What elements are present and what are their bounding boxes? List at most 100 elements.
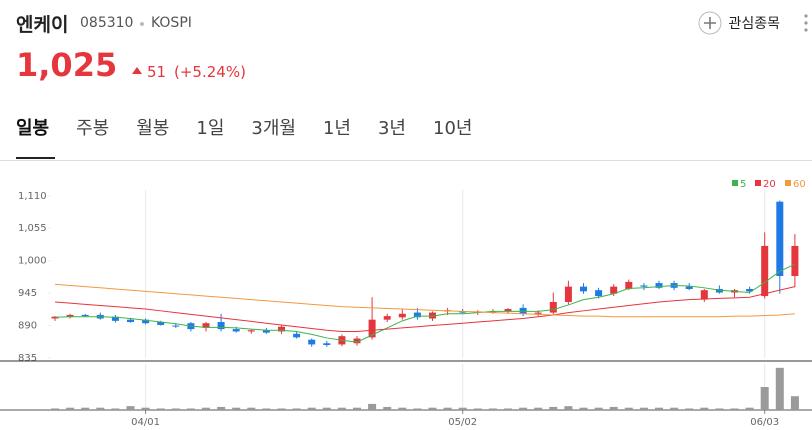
volume-bar [126,406,135,410]
volume-bar [353,407,361,410]
ma-line [54,286,796,332]
x-tick-label: 06/03 [750,417,779,428]
candle-body [142,319,150,324]
candle-body [519,307,527,314]
watch-label: 관심종목 [728,16,780,32]
market: KOSPI [151,15,192,31]
tab[interactable]: 일봉 [16,118,50,139]
y-tick-label: 890 [18,321,37,332]
candle-body [308,339,316,345]
candle-body [791,245,799,277]
volume-bar [337,407,346,410]
volume-bar [655,407,663,410]
legend-swatch [732,180,738,186]
volume-bar [247,407,256,410]
candle-body [51,316,59,319]
tab[interactable]: 주봉 [76,118,110,139]
stock-code: 085310 [80,15,134,31]
candle-body [776,201,784,277]
volume-bar [730,408,739,410]
tab[interactable]: 3개월 [251,118,296,139]
legend-label: 20 [763,179,776,190]
volume-bar [624,407,633,410]
volume-bar [670,407,679,410]
volume-bar [322,407,331,410]
volume-bar [217,406,226,410]
candle-body [398,313,406,318]
volume-bar [96,407,105,410]
volume-bar [760,387,769,410]
change: 51 [147,63,167,81]
candle-body [217,322,225,330]
volume-bar [715,408,724,410]
x-tick-label: 05/02 [448,417,477,428]
volume-bar [413,408,422,410]
volume-bar [443,407,452,410]
candle-body [429,312,436,319]
candle-body [413,312,421,318]
price: 1,025 [16,46,118,84]
volume-bar [745,407,754,410]
candle-body [262,330,270,333]
tabs: 일봉 주봉 월봉 1일 3개월 1년 3년 10년 [16,114,499,140]
candle-body [172,325,180,327]
y-tick-label: 1,000 [18,256,47,267]
candle-body [549,301,557,313]
candle-body [489,311,497,313]
y-tick-label: 1,110 [18,191,47,202]
candle-body [595,290,603,297]
change-pct: (+5.24%) [174,63,246,81]
legend-swatch [785,180,791,186]
volume-bar [428,407,437,410]
volume-bar [504,408,512,410]
volume-bar [232,407,241,410]
volume-bar [700,407,709,410]
candle-body [232,329,240,332]
volume-bar [594,407,603,410]
volume-bar [292,408,301,410]
volume-bar [156,408,165,410]
candle-body [278,326,285,332]
candle-body [610,286,618,294]
tab[interactable]: 10년 [433,118,473,139]
more-icon[interactable] [804,14,808,32]
volume-bar [473,408,482,410]
tab[interactable]: 1일 [196,118,225,139]
volume-bar [66,407,75,410]
legend-label: 60 [793,179,806,190]
y-tick-label: 945 [18,288,37,299]
volume-bar [51,408,59,410]
legend-swatch [755,180,761,186]
candle-body [459,311,467,313]
volume-bar [262,408,271,410]
up-arrow [132,67,142,74]
candle-body [81,314,89,317]
separator-dot [140,22,144,26]
volume-bar [790,396,799,410]
candle-body [247,330,255,332]
candle-body [761,245,769,297]
watch-button[interactable]: 관심종목 [698,11,780,35]
volume-bar [111,408,120,410]
candle-body [66,314,74,317]
volume-bar [519,407,528,410]
tab[interactable]: 1년 [322,118,351,139]
candle-body [383,316,391,320]
tab[interactable]: 월봉 [136,118,170,139]
volume-bar [534,407,543,410]
candle-body [353,338,361,344]
volume-bar [202,407,210,410]
tab[interactable]: 3년 [377,118,406,139]
volume-bar [141,407,150,410]
candle-body [111,316,119,321]
y-tick-label: 1,055 [18,223,47,234]
y-tick-label: 835 [18,353,37,364]
candle-body [202,323,210,328]
candle-body [534,312,542,314]
candle-body [625,281,633,289]
volume-bar [81,407,90,410]
volume-bar [277,408,286,410]
candle-body [323,343,331,346]
candle-body [504,309,512,312]
